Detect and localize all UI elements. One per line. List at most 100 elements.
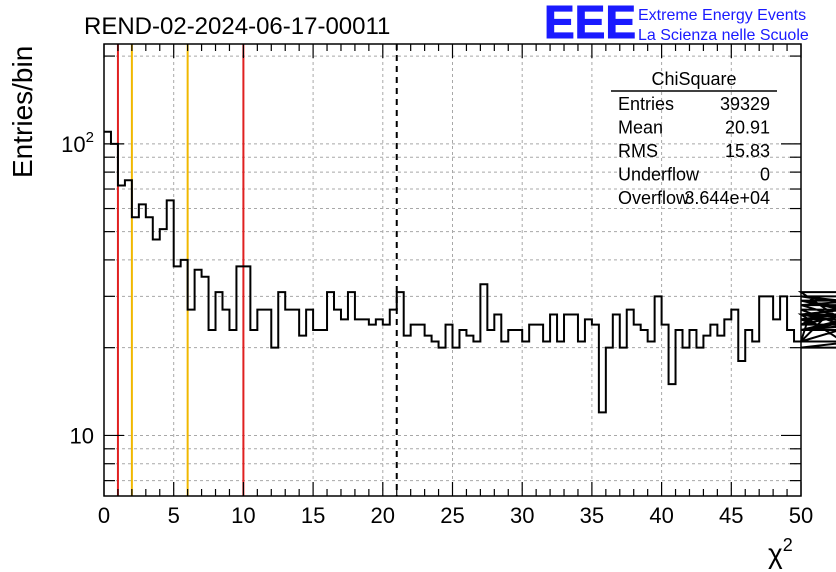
histogram-bin	[627, 310, 634, 496]
histogram-bin	[188, 310, 195, 496]
histogram-bin	[257, 310, 264, 496]
histogram-bin	[376, 319, 383, 496]
histogram-bin	[717, 336, 724, 496]
x-tick-label: 50	[789, 503, 813, 528]
y-axis-label: Entries/bin	[7, 46, 38, 178]
logo-mark: EEE	[544, 0, 636, 48]
histogram-bin	[216, 292, 223, 496]
histogram-bin	[494, 314, 501, 496]
stats-row-label: Entries	[618, 94, 674, 114]
stats-row-label: Overflow	[618, 188, 690, 208]
histogram-bin	[411, 325, 418, 496]
x-tick-label: 5	[168, 503, 180, 528]
histogram-bin	[383, 325, 390, 496]
x-axis-label-exp: 2	[783, 535, 793, 555]
histogram-bin	[118, 185, 125, 496]
histogram-bin	[564, 314, 571, 496]
logo-line2: La Scienza nelle Scuole	[638, 27, 809, 44]
histogram-bin	[599, 412, 606, 496]
histogram-bin	[585, 319, 592, 496]
histogram-bin	[543, 341, 550, 496]
y-tick-label-exp: 2	[86, 129, 94, 146]
histogram-bin	[557, 341, 564, 496]
histogram-bin	[362, 319, 369, 496]
histogram-bin	[759, 296, 766, 496]
x-tick-label: 40	[649, 503, 673, 528]
x-tick-label: 25	[440, 503, 464, 528]
histogram-bin	[655, 296, 662, 496]
histogram-bin	[264, 310, 271, 496]
histogram-bin	[473, 341, 480, 496]
histogram-bin	[160, 229, 167, 496]
histogram-bin	[536, 325, 543, 496]
histogram-bin	[334, 310, 341, 496]
histogram-bin	[515, 330, 522, 496]
histogram-bin	[606, 348, 613, 496]
histogram-bin	[369, 325, 376, 496]
stats-box-name: ChiSquare	[651, 69, 736, 89]
histogram-bin	[780, 296, 787, 496]
histogram-bin	[320, 330, 327, 496]
histogram-bin	[738, 361, 745, 496]
histogram-bin	[278, 292, 285, 496]
histogram-bin	[592, 325, 599, 496]
x-tick-label: 35	[580, 503, 604, 528]
histogram-bin	[669, 384, 676, 496]
histogram-bin	[397, 292, 404, 496]
chart-title: REND-02-2024-06-17-00011	[84, 13, 390, 40]
histogram-bin	[236, 266, 243, 496]
histogram-bin	[662, 325, 669, 496]
histogram-bin	[341, 319, 348, 496]
histogram-bin	[306, 310, 313, 496]
x-tick-label: 10	[231, 503, 255, 528]
logo-line1: Extreme Energy Events	[638, 7, 806, 24]
histogram-bin	[390, 310, 397, 496]
histogram-bin	[111, 144, 118, 496]
histogram-bin	[676, 330, 683, 496]
histogram-bin	[634, 325, 641, 496]
histogram-bin	[766, 296, 773, 496]
stats-row-value: 20.91	[725, 118, 770, 138]
histogram-bin	[250, 330, 257, 496]
y-tick-label: 102	[61, 129, 94, 157]
histogram-bin	[139, 204, 146, 496]
x-tick-label: 0	[98, 503, 110, 528]
histogram-bin	[501, 341, 508, 496]
histogram-bin	[710, 325, 717, 496]
histogram-bin	[229, 330, 236, 496]
histogram-bin	[132, 217, 139, 496]
histogram-bin	[683, 348, 690, 496]
histogram-bin	[146, 217, 153, 496]
histogram-series	[104, 130, 836, 496]
stats-row-value: 0	[760, 165, 770, 185]
histogram-bin	[794, 341, 801, 496]
histogram-bin	[522, 341, 529, 496]
histogram-bin	[202, 277, 209, 496]
stats-row-label: Underflow	[618, 165, 700, 185]
histogram-bin	[299, 336, 306, 496]
histogram-bin	[181, 260, 188, 496]
histogram-bin	[613, 314, 620, 496]
histogram-bin	[773, 319, 780, 496]
histogram-bin	[271, 348, 278, 496]
histogram-bin	[703, 336, 710, 496]
stats-rows: Entries 39329 Mean 20.91 RMS 15.83 Underflow 0 O…	[618, 94, 770, 208]
histogram-bin	[327, 292, 334, 496]
histogram-bin	[446, 325, 453, 496]
stats-row-value: 15.83	[725, 141, 770, 161]
histogram-bin	[571, 314, 578, 496]
x-tick-label: 20	[371, 503, 395, 528]
histogram-bin	[174, 266, 181, 496]
axis-ticks	[103, 44, 802, 496]
histogram-bin	[432, 341, 439, 496]
y-tick-label-base: 10	[70, 423, 94, 448]
x-tick-label: 30	[510, 503, 534, 528]
x-tick-label: 45	[719, 503, 743, 528]
histogram-bin	[243, 266, 250, 496]
histogram-bin	[125, 180, 132, 496]
histogram-bin	[466, 336, 473, 496]
histogram-bin	[620, 348, 627, 496]
histogram-bin	[787, 330, 794, 496]
